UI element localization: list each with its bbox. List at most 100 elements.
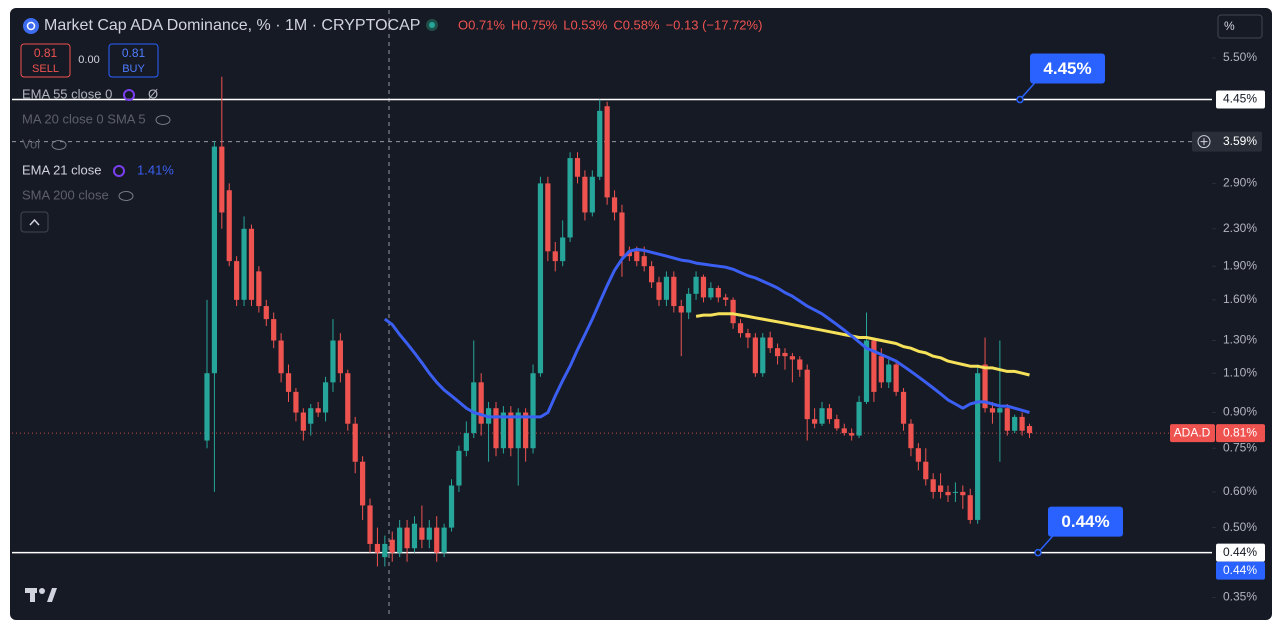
candle-body — [552, 251, 558, 262]
candle-body — [886, 364, 892, 383]
candle-body — [219, 146, 225, 213]
candle-body — [1012, 416, 1018, 431]
candle-body — [812, 419, 818, 424]
symbol-tag: ADA.D — [1174, 425, 1211, 439]
candle-body — [686, 293, 692, 313]
sell-button[interactable] — [20, 43, 71, 78]
candle-body — [752, 337, 758, 374]
candle-body — [745, 333, 751, 338]
callout-label: 4.45% — [1043, 59, 1091, 78]
candle-body — [634, 251, 640, 262]
buy-button[interactable] — [108, 43, 159, 78]
candle-body — [374, 543, 381, 553]
candle-body — [774, 348, 781, 357]
candle-body — [611, 197, 618, 213]
y-tick-label: 0.60% — [1223, 484, 1257, 498]
candle-body — [337, 340, 343, 374]
add-alert-icon — [1197, 135, 1211, 149]
hidden-icon[interactable] — [118, 191, 134, 201]
indicator-label[interactable]: EMA 21 close — [22, 162, 102, 177]
y-tick-label: 0.90% — [1223, 405, 1257, 419]
candle-body — [278, 340, 284, 374]
candle-body — [989, 408, 996, 413]
candle-body — [463, 433, 469, 451]
crosshair-axis-label: 3.59% — [1223, 134, 1257, 148]
candle-body — [426, 527, 432, 540]
candle-body — [582, 176, 588, 213]
chart-frame — [10, 8, 1272, 620]
candle-body — [871, 340, 877, 392]
level-axis-box — [1216, 90, 1265, 109]
candle-body — [782, 352, 788, 357]
symbol-icon — [23, 18, 39, 34]
level-axis-box — [1216, 543, 1265, 562]
candle-body — [234, 261, 240, 300]
candle-body — [967, 495, 973, 520]
candle-body — [285, 373, 292, 392]
status-dot — [429, 22, 435, 28]
level-axis-label: 4.45% — [1223, 92, 1257, 106]
candle-body — [330, 340, 336, 383]
indicator-line — [695, 312, 1030, 377]
collapse-button[interactable] — [20, 211, 49, 233]
candle-body — [656, 282, 662, 300]
scale-mode[interactable]: % — [1224, 19, 1235, 33]
add-alert-plus — [1200, 138, 1208, 146]
y-tick-label: 5.50% — [1223, 50, 1257, 64]
indicator-value: 1.41% — [137, 162, 174, 177]
candle-body — [589, 176, 595, 213]
callout-box — [1030, 53, 1105, 84]
candle-body — [937, 485, 944, 492]
candle-body — [493, 408, 499, 449]
indicator-icon[interactable] — [123, 89, 135, 101]
buy-price[interactable]: 0.81 — [122, 46, 146, 60]
candle-body — [767, 337, 773, 349]
last-price-box — [1216, 424, 1265, 443]
candle-body — [256, 271, 262, 307]
candle-body — [952, 491, 959, 493]
hidden-icon[interactable] — [51, 140, 67, 150]
candle-body — [960, 491, 966, 496]
buy-label[interactable]: BUY — [122, 63, 145, 75]
sell-price[interactable]: 0.81 — [34, 46, 58, 60]
indicator-label[interactable]: Vol — [22, 136, 40, 151]
candle-body — [545, 183, 551, 252]
y-tick-label: 1.30% — [1223, 333, 1257, 347]
y-tick-label: 0.50% — [1223, 520, 1257, 534]
callout-box — [1048, 506, 1123, 537]
candle-body — [523, 412, 529, 449]
level-axis-label: 0.44% — [1223, 545, 1257, 559]
candle-body — [863, 340, 870, 402]
indicator-icon[interactable] — [113, 165, 125, 177]
scale-mode-button[interactable] — [1217, 14, 1263, 39]
y-tick-label: 0.75% — [1223, 440, 1257, 454]
indicator-value: Ø — [148, 86, 158, 101]
indicator-label[interactable]: EMA 55 close 0 — [22, 86, 112, 101]
candle-body — [826, 408, 833, 420]
candle-body — [604, 106, 610, 198]
candle-body — [271, 319, 277, 341]
candle-body — [263, 306, 269, 320]
candle-body — [849, 433, 855, 436]
indicator-label[interactable]: MA 20 close 0 SMA 5 — [22, 111, 146, 126]
candle-body — [537, 183, 544, 374]
candle-body — [982, 364, 988, 409]
candle-body — [382, 543, 388, 558]
indicator-label[interactable]: SMA 200 close — [22, 187, 109, 202]
candle-body — [293, 391, 299, 413]
hidden-icon[interactable] — [155, 115, 171, 125]
candle-body — [693, 276, 699, 294]
candle-body — [248, 228, 255, 300]
candle-body — [345, 373, 351, 424]
candle-body — [404, 527, 410, 549]
candle-body — [841, 428, 847, 434]
y-tick-label: 1.60% — [1223, 292, 1257, 306]
candle-body — [700, 276, 707, 298]
candle-body — [241, 228, 247, 300]
sell-label[interactable]: SELL — [32, 63, 59, 75]
candle-body — [975, 373, 981, 520]
candle-body — [737, 323, 744, 334]
candle-body — [708, 287, 714, 298]
candle-body — [567, 158, 573, 238]
collapse-icon[interactable] — [29, 218, 40, 226]
